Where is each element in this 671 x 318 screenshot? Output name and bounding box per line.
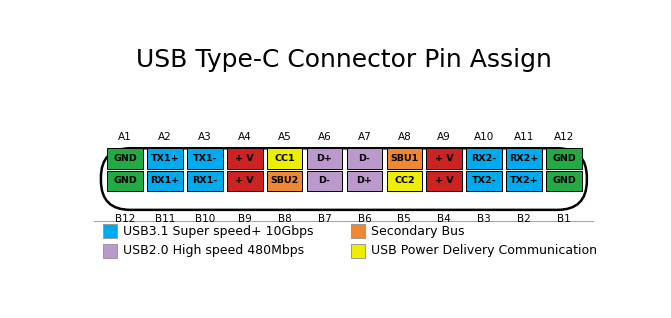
FancyBboxPatch shape	[466, 148, 502, 169]
Text: + V: + V	[435, 154, 454, 163]
Text: RX2+: RX2+	[509, 154, 539, 163]
Text: SBU2: SBU2	[270, 176, 299, 185]
FancyBboxPatch shape	[307, 148, 342, 169]
Text: A10: A10	[474, 132, 495, 142]
FancyBboxPatch shape	[267, 148, 303, 169]
Text: A3: A3	[198, 132, 211, 142]
FancyBboxPatch shape	[347, 148, 382, 169]
FancyBboxPatch shape	[506, 148, 542, 169]
Text: B3: B3	[477, 214, 491, 224]
Text: A9: A9	[437, 132, 451, 142]
Text: TX1+: TX1+	[150, 154, 179, 163]
FancyBboxPatch shape	[107, 148, 143, 169]
Text: B11: B11	[155, 214, 175, 224]
Text: B10: B10	[195, 214, 215, 224]
FancyBboxPatch shape	[466, 170, 502, 191]
FancyBboxPatch shape	[267, 170, 303, 191]
Text: B8: B8	[278, 214, 291, 224]
FancyBboxPatch shape	[103, 244, 117, 258]
FancyBboxPatch shape	[147, 170, 183, 191]
Text: B12: B12	[115, 214, 135, 224]
Text: TX1-: TX1-	[193, 154, 217, 163]
Text: A2: A2	[158, 132, 172, 142]
FancyBboxPatch shape	[107, 170, 143, 191]
FancyBboxPatch shape	[147, 148, 183, 169]
Text: RX2-: RX2-	[472, 154, 497, 163]
Text: A12: A12	[554, 132, 574, 142]
FancyBboxPatch shape	[427, 148, 462, 169]
Text: CC2: CC2	[394, 176, 415, 185]
Text: USB2.0 High speed 480Mbps: USB2.0 High speed 480Mbps	[123, 244, 305, 257]
Text: B4: B4	[437, 214, 451, 224]
Text: D+: D+	[356, 176, 372, 185]
Text: D+: D+	[317, 154, 332, 163]
FancyBboxPatch shape	[103, 225, 117, 238]
Text: RX1-: RX1-	[192, 176, 217, 185]
Text: GND: GND	[552, 154, 576, 163]
Text: B9: B9	[238, 214, 252, 224]
Text: B1: B1	[557, 214, 571, 224]
Text: TX2+: TX2+	[510, 176, 538, 185]
Text: GND: GND	[552, 176, 576, 185]
Text: USB Power Delivery Communication: USB Power Delivery Communication	[372, 244, 597, 257]
FancyBboxPatch shape	[187, 148, 223, 169]
Text: A4: A4	[238, 132, 252, 142]
FancyBboxPatch shape	[351, 244, 365, 258]
FancyBboxPatch shape	[386, 148, 422, 169]
FancyBboxPatch shape	[347, 170, 382, 191]
Text: + V: + V	[236, 154, 254, 163]
FancyBboxPatch shape	[187, 170, 223, 191]
Text: TX2-: TX2-	[472, 176, 497, 185]
Text: D-: D-	[358, 154, 370, 163]
Text: USB Type-C Connector Pin Assign: USB Type-C Connector Pin Assign	[136, 48, 552, 72]
Text: + V: + V	[435, 176, 454, 185]
FancyBboxPatch shape	[546, 170, 582, 191]
FancyBboxPatch shape	[386, 170, 422, 191]
FancyBboxPatch shape	[427, 170, 462, 191]
Text: A11: A11	[514, 132, 534, 142]
Text: Secondary Bus: Secondary Bus	[372, 225, 465, 238]
Text: A8: A8	[397, 132, 411, 142]
FancyBboxPatch shape	[546, 148, 582, 169]
Text: B7: B7	[317, 214, 331, 224]
Text: GND: GND	[113, 176, 137, 185]
Text: USB3.1 Super speed+ 10Gbps: USB3.1 Super speed+ 10Gbps	[123, 225, 314, 238]
FancyBboxPatch shape	[227, 170, 262, 191]
Text: GND: GND	[113, 154, 137, 163]
Text: A5: A5	[278, 132, 291, 142]
FancyBboxPatch shape	[227, 148, 262, 169]
Text: B6: B6	[358, 214, 371, 224]
Text: SBU1: SBU1	[391, 154, 419, 163]
Text: B2: B2	[517, 214, 531, 224]
Text: B5: B5	[397, 214, 411, 224]
Text: RX1+: RX1+	[150, 176, 179, 185]
Text: A1: A1	[118, 132, 132, 142]
FancyBboxPatch shape	[506, 170, 542, 191]
FancyBboxPatch shape	[307, 170, 342, 191]
FancyBboxPatch shape	[101, 148, 587, 210]
Text: + V: + V	[236, 176, 254, 185]
Text: D-: D-	[319, 176, 330, 185]
FancyBboxPatch shape	[351, 225, 365, 238]
Text: CC1: CC1	[274, 154, 295, 163]
Text: A6: A6	[317, 132, 331, 142]
Text: A7: A7	[358, 132, 371, 142]
